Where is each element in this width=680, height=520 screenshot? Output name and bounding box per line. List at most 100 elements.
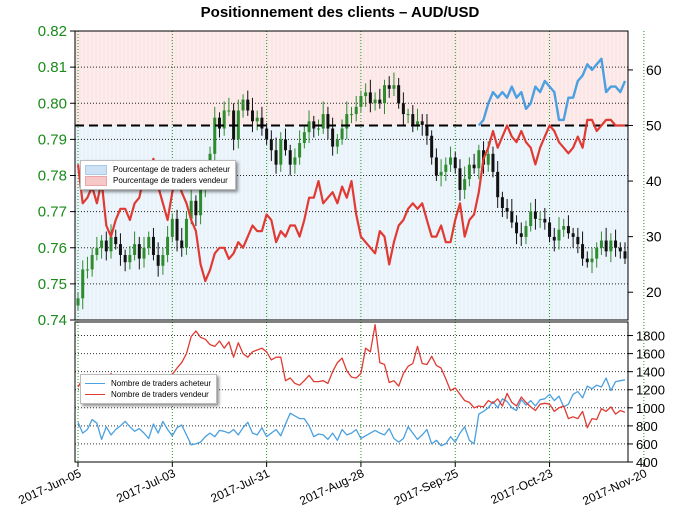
- bottom-panel-frame: [74, 321, 629, 463]
- candle-body: [85, 269, 89, 271]
- candle-body: [609, 240, 613, 252]
- candle-body: [307, 121, 311, 133]
- date-tick-label: 2017-Nov-20: [580, 466, 649, 508]
- candle-body: [298, 142, 302, 158]
- legend-counts: Nombre de traders acheteur Nombre de tra…: [80, 374, 218, 404]
- candle-body: [161, 254, 165, 266]
- candle-body: [533, 211, 537, 219]
- candle-body: [411, 114, 415, 125]
- legend-count-buy-label: Nombre de traders acheteur: [111, 379, 212, 388]
- legend-buy-swatch: [85, 164, 107, 175]
- candle-body: [515, 222, 519, 234]
- candle-body: [571, 233, 575, 237]
- candle-body: [557, 229, 561, 241]
- candle-body: [449, 157, 453, 165]
- count-tick-label: 600: [636, 437, 658, 452]
- candle-body: [288, 150, 292, 165]
- candle-body: [467, 164, 471, 180]
- legend-count-buy-line: [85, 383, 105, 384]
- candle-body: [383, 85, 387, 104]
- candle-body: [137, 244, 141, 259]
- candle-body: [170, 218, 174, 237]
- candle-body: [293, 157, 297, 165]
- candle-body: [142, 247, 146, 259]
- candle-body: [133, 244, 137, 255]
- price-tick-label: 0.75: [38, 276, 67, 293]
- price-tick-label: 0.81: [38, 59, 67, 76]
- candle-body: [302, 132, 306, 143]
- candle-body: [425, 124, 429, 136]
- candle-body: [472, 164, 476, 169]
- price-tick-label: 0.82: [38, 23, 67, 40]
- candle-body: [345, 114, 349, 129]
- date-tick-label: 2017-Aug-28: [297, 466, 366, 508]
- percent-tick-label: 60: [646, 62, 662, 78]
- price-tick-label: 0.78: [38, 168, 67, 185]
- candle-body: [373, 99, 377, 104]
- candle-body: [189, 200, 193, 219]
- candle-body: [359, 96, 363, 107]
- date-tick-label: 2017-Oct-23: [488, 466, 555, 507]
- price-tick-label: 0.80: [38, 95, 67, 112]
- candle-body: [279, 139, 283, 165]
- candle-body: [213, 117, 217, 154]
- legend-sell-swatch: [85, 175, 107, 186]
- candle-body: [222, 110, 226, 129]
- price-tick-label: 0.77: [38, 204, 67, 221]
- candle-body: [147, 236, 151, 248]
- candle-body: [623, 251, 627, 259]
- candle-body: [246, 99, 250, 111]
- price-tick-label: 0.76: [38, 240, 67, 257]
- candle-body: [458, 168, 462, 190]
- candle-body: [614, 240, 618, 248]
- buyers-percent-line: [477, 57, 627, 127]
- count-tick-label: 400: [636, 455, 658, 470]
- candle-body: [81, 269, 85, 299]
- candle-body: [604, 240, 608, 252]
- legend-count-sell: Nombre de traders vendeur: [85, 389, 211, 400]
- candle-body: [128, 254, 132, 263]
- candle-body: [444, 164, 448, 172]
- candle-body: [269, 139, 273, 151]
- candle-body: [585, 258, 589, 263]
- candle-body: [463, 179, 467, 190]
- candle-body: [104, 240, 108, 252]
- candle-body: [364, 92, 368, 97]
- candle-body: [543, 218, 547, 223]
- legend-count-buy: Nombre de traders acheteur: [85, 378, 211, 389]
- candle-body: [241, 99, 245, 111]
- candle-body: [505, 208, 509, 212]
- candle-body: [562, 226, 566, 230]
- candle-body: [95, 247, 99, 255]
- count-tick-label: 800: [636, 419, 658, 434]
- candle-body: [401, 103, 405, 115]
- date-tick-label: 2017-Jun-05: [16, 466, 83, 507]
- legend-count-sell-label: Nombre de traders vendeur: [111, 390, 209, 399]
- candle-body: [538, 218, 542, 220]
- candle-body: [236, 110, 240, 140]
- legend-percent-buy: Pourcentage de traders acheteur: [85, 164, 230, 175]
- candle-body: [260, 117, 264, 129]
- candle-body: [166, 236, 170, 255]
- count-tick-label: 1200: [636, 383, 665, 398]
- candle-body: [420, 121, 424, 125]
- candle-body: [581, 244, 585, 259]
- candle-body: [519, 233, 523, 237]
- legend-percent: Pourcentage de traders acheteur Pourcent…: [80, 160, 236, 190]
- candle-body: [529, 211, 533, 227]
- candle-body: [618, 247, 622, 252]
- sellers-percent-line: [76, 118, 625, 283]
- count-tick-label: 1000: [636, 401, 665, 416]
- candle-body: [599, 240, 603, 248]
- count-tick-label: 1800: [636, 329, 665, 344]
- candle-body: [250, 110, 254, 122]
- candle-body: [123, 254, 127, 263]
- legend-percent-sell: Pourcentage de traders vendeur: [85, 175, 230, 186]
- candle-body: [283, 139, 287, 151]
- candle-body: [434, 157, 438, 176]
- candle-body: [331, 128, 335, 147]
- candle-body: [340, 128, 344, 140]
- candle-body: [350, 114, 353, 116]
- candle-body: [265, 128, 269, 140]
